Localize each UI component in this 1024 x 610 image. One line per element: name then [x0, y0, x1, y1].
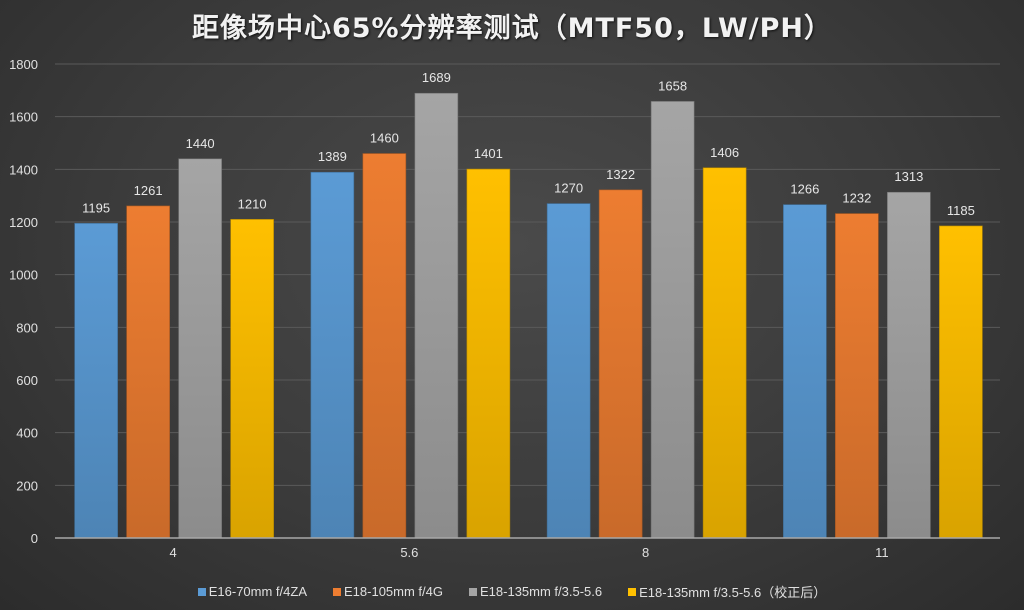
- legend: E16-70mm f/4ZA E18-105mm f/4G E18-135mm f/…: [0, 582, 1024, 601]
- data-label: 1185: [947, 203, 975, 218]
- legend-swatch: [333, 587, 341, 596]
- y-tick-label: 800: [16, 320, 38, 335]
- y-tick-label: 1200: [9, 215, 38, 230]
- data-label: 1313: [894, 169, 923, 184]
- legend-item: E16-70mm f/4ZA: [197, 582, 307, 601]
- data-label: 1401: [474, 146, 503, 161]
- bar: [702, 167, 747, 539]
- bar: [230, 219, 274, 539]
- x-tick-label: 11: [875, 545, 889, 560]
- y-tick-label: 600: [16, 373, 38, 388]
- y-axis-ticks: 0 200 400 600 800 1000 1200 1400 1600 1800: [9, 57, 38, 546]
- bar: [362, 153, 407, 539]
- y-tick-label: 1400: [9, 162, 38, 177]
- y-tick-label: 1600: [9, 110, 38, 125]
- y-tick-label: 0: [31, 531, 38, 546]
- y-tick-label: 1000: [9, 268, 38, 283]
- data-label: 1389: [318, 149, 347, 164]
- legend-swatch: [197, 587, 206, 596]
- data-label: 1210: [238, 196, 267, 211]
- legend-swatch: [628, 587, 637, 596]
- bar: [414, 92, 459, 539]
- data-label: 1195: [82, 200, 110, 215]
- legend-swatch: [469, 587, 477, 596]
- data-label: 1440: [186, 136, 215, 151]
- bar: [887, 191, 931, 539]
- bars: [74, 92, 983, 539]
- legend-item: E18-135mm f/3.5-5.6（校正后）: [628, 582, 826, 601]
- data-label: 1261: [134, 183, 163, 198]
- legend-item: E18-135mm f/3.5-5.6: [469, 582, 602, 601]
- bar: [835, 213, 879, 539]
- chart-title: 距像场中心65%分辨率测试（MTF50，LW/PH）: [191, 13, 833, 44]
- data-label: 1460: [370, 131, 399, 146]
- bar-chart: 0 200 400 600 800 1000 1200 1400 1600 1800 1195 12…: [9, 57, 1000, 560]
- data-label: 1232: [842, 191, 871, 206]
- bar: [783, 204, 827, 539]
- x-axis-ticks: 4 5.6 8 11: [170, 545, 889, 560]
- bar: [939, 225, 983, 539]
- y-tick-label: 200: [16, 478, 38, 493]
- x-tick-label: 5.6: [400, 545, 418, 560]
- data-label: 1322: [606, 167, 635, 182]
- data-label: 1658: [658, 78, 687, 93]
- bar: [178, 158, 222, 539]
- x-tick-label: 8: [642, 545, 649, 560]
- legend-label: E18-135mm f/3.5-5.6（校正后）: [639, 585, 827, 600]
- bar: [546, 203, 591, 539]
- bar: [466, 168, 511, 539]
- bar: [126, 205, 170, 539]
- y-tick-label: 1800: [9, 57, 38, 72]
- bar: [598, 189, 643, 539]
- x-tick-label: 4: [170, 545, 177, 560]
- data-label: 1689: [422, 70, 451, 85]
- bar: [74, 223, 118, 539]
- legend-label: E18-135mm f/3.5-5.6: [480, 584, 603, 599]
- data-label: 1270: [554, 181, 583, 196]
- data-label: 1266: [790, 182, 819, 197]
- y-tick-label: 400: [16, 426, 38, 441]
- legend-item: E18-105mm f/4G: [333, 582, 443, 601]
- legend-label: E16-70mm f/4ZA: [208, 584, 307, 599]
- legend-label: E18-105mm f/4G: [344, 584, 443, 599]
- data-label: 1406: [710, 145, 739, 160]
- bar: [650, 101, 695, 539]
- bar: [310, 171, 355, 539]
- data-labels: 1195 1261 1440 1210 1389 1460 1689 1401 1270 1322…: [82, 70, 975, 218]
